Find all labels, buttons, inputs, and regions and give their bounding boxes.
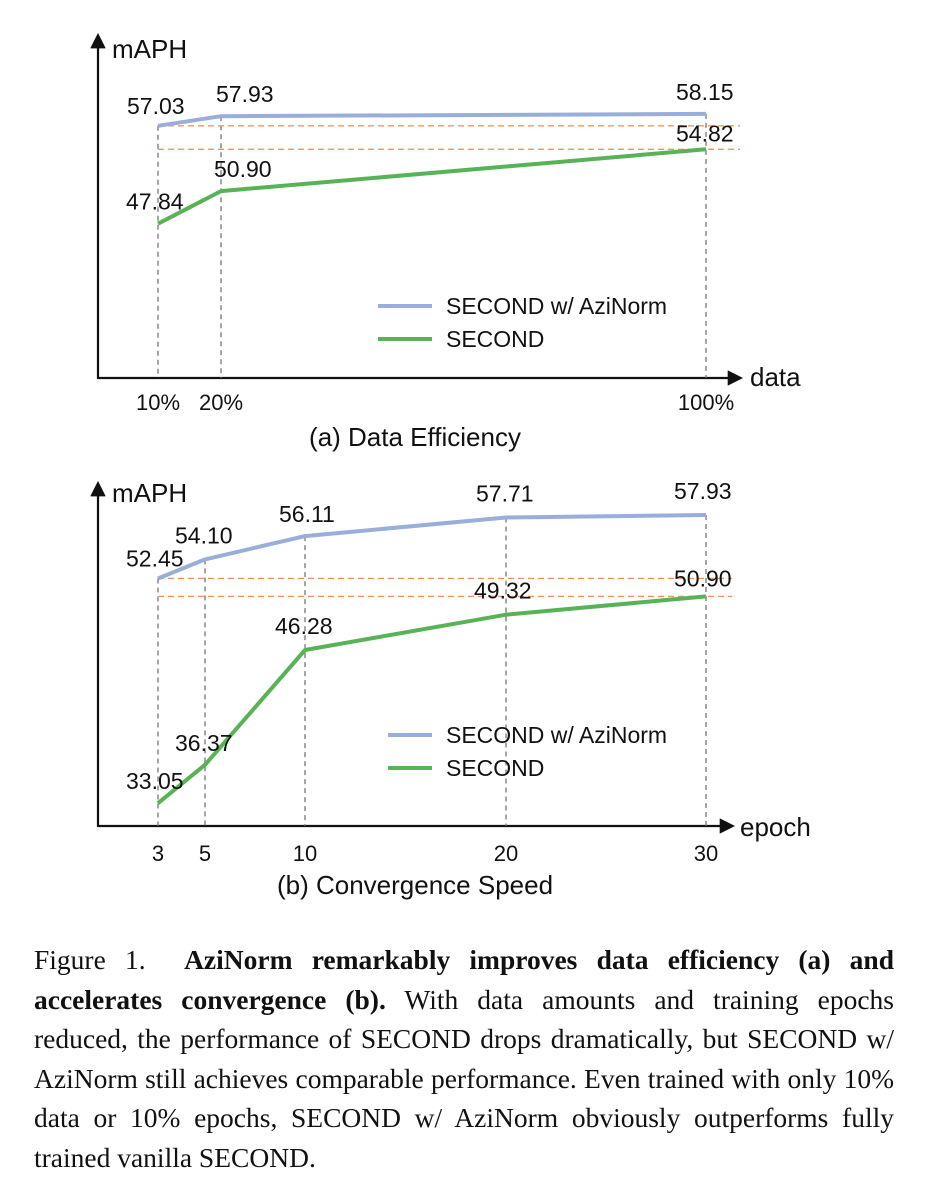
x-tick-label: 30: [694, 841, 718, 866]
data-label: 57.93: [674, 478, 732, 504]
data-label: 57.71: [476, 481, 534, 507]
data-label: 49.32: [474, 578, 532, 604]
data-label: 36.37: [175, 730, 233, 756]
data-label: 50.90: [674, 565, 732, 591]
data-label: 54.82: [676, 120, 734, 146]
data-label: 56.11: [279, 501, 335, 527]
figure-caption: Figure 1. AziNorm remarkably improves da…: [34, 940, 894, 1177]
data-label: 57.93: [216, 81, 274, 107]
legend-label: SECOND: [446, 326, 544, 352]
y-axis-label: mAPH: [112, 478, 187, 508]
data-label: 54.10: [175, 522, 233, 548]
x-tick-label: 100%: [678, 390, 734, 415]
x-tick-label: 10: [293, 841, 317, 866]
data-label: 50.90: [214, 156, 272, 182]
x-tick-label: 20%: [199, 390, 243, 415]
x-tick-label: 10%: [136, 390, 180, 415]
caption-bold: AziNorm remarkably improves data efficie…: [34, 944, 895, 1015]
data-label: 52.45: [126, 545, 184, 571]
series-line-azinorm: [157, 111, 707, 128]
series-line-second: [157, 147, 707, 226]
x-axis-label: epoch: [740, 812, 811, 842]
data-label: 57.03: [127, 93, 185, 119]
x-tick-label: 5: [199, 841, 211, 866]
data-label: 46.28: [275, 613, 333, 639]
chart-caption: (a) Data Efficiency: [309, 422, 521, 452]
figure-charts: mAPH data 57.03 57.93 58.15 47.84 50.90 54.82 10…: [90, 32, 811, 900]
legend-label: SECOND w/ AziNorm: [446, 293, 667, 319]
chart-data-efficiency: mAPH data 57.03 57.93 58.15 47.84 50.90 54.82 10…: [90, 32, 801, 452]
legend-label: SECOND w/ AziNorm: [446, 722, 667, 748]
caption-text: With data amounts and training epochs re…: [34, 983, 894, 1173]
y-axis-label: mAPH: [112, 34, 187, 64]
x-tick-label: 20: [494, 841, 518, 866]
legend-label: SECOND: [446, 755, 544, 781]
data-label: 47.84: [126, 189, 184, 215]
data-label: 33.05: [126, 768, 184, 794]
x-tick-label: 3: [152, 841, 164, 866]
series-line-azinorm: [157, 513, 707, 581]
x-axis-label: data: [750, 362, 801, 392]
series-line-second: [156, 594, 707, 805]
data-label: 58.15: [676, 79, 734, 105]
caption-label: Figure 1.: [34, 944, 146, 975]
chart-caption: (b) Convergence Speed: [277, 870, 553, 900]
